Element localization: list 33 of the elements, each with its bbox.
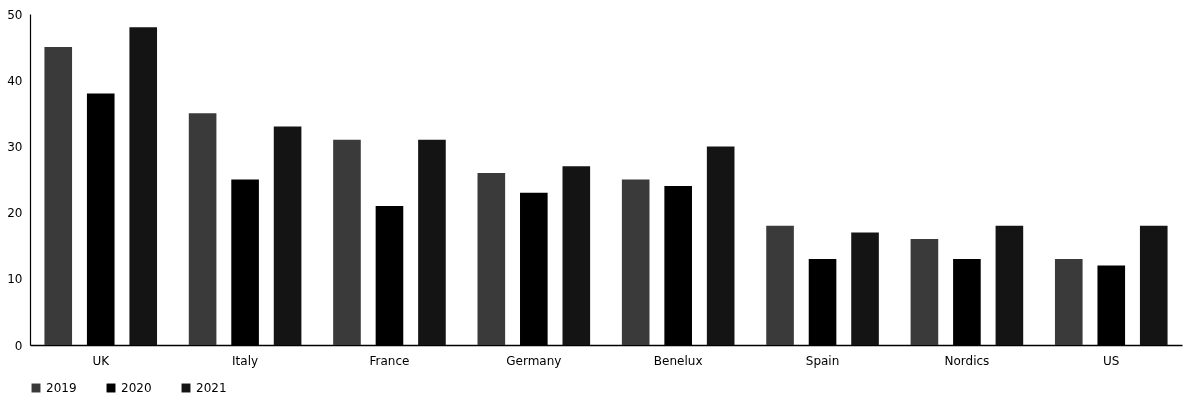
bar: [851, 232, 879, 345]
bar: [1054, 258, 1083, 345]
legend-label: 2021: [196, 381, 227, 395]
y-tick-label: 10: [7, 272, 23, 287]
bar: [273, 126, 302, 345]
y-tick-label: 40: [7, 73, 23, 88]
x-tick-label: Benelux: [653, 353, 703, 368]
bar: [129, 27, 158, 345]
y-tick-label: 20: [7, 206, 23, 221]
legend-label: 2019: [46, 381, 77, 395]
y-tick-label: 0: [14, 338, 23, 353]
bar: [44, 47, 73, 345]
bar: [477, 172, 506, 345]
bar: [706, 146, 735, 345]
bar: [418, 139, 446, 345]
bar: [562, 166, 591, 345]
x-tick-label: Nordics: [944, 353, 990, 368]
bar: [188, 113, 217, 345]
bar: [910, 239, 939, 345]
legend-label: 2020: [121, 381, 152, 395]
bar: [621, 179, 650, 345]
bar: [995, 225, 1024, 345]
bar: [333, 139, 361, 345]
bar: [1139, 225, 1168, 345]
x-tick-label: France: [369, 353, 410, 368]
y-tick-label: 50: [7, 7, 23, 22]
x-tick-label: UK: [92, 353, 111, 368]
bar: [766, 225, 794, 345]
x-tick-label: US: [1103, 353, 1120, 368]
x-tick-label: Italy: [232, 353, 259, 368]
y-tick-label: 30: [7, 139, 23, 154]
x-tick-label: Spain: [805, 353, 840, 368]
x-tick-label: Germany: [506, 353, 562, 368]
